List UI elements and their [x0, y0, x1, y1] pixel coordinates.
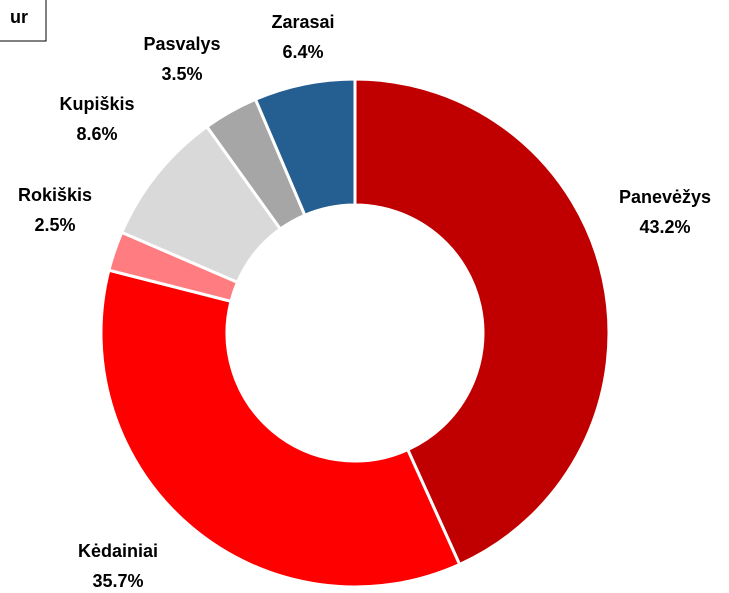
slice-value-label: 43.2% — [639, 217, 690, 237]
slice-label: Panevėžys — [619, 187, 711, 207]
annotation: ur — [10, 7, 28, 27]
slice — [99, 268, 462, 589]
slice-label: Rokiškis — [18, 185, 92, 205]
slice-label: Zarasai — [271, 12, 334, 32]
annotation-box — [0, 0, 47, 42]
slice — [253, 77, 357, 218]
slice-label: Kėdainiai — [78, 541, 158, 561]
slice-value-label: 2.5% — [34, 215, 75, 235]
slice-value-label: 3.5% — [161, 64, 202, 84]
slice — [353, 77, 611, 567]
slice-label: Kupiškis — [59, 94, 134, 114]
slice-value-label: 35.7% — [92, 571, 143, 591]
slice-value-label: 6.4% — [282, 42, 323, 62]
slice-label: Pasvalys — [143, 34, 220, 54]
slice-value-label: 8.6% — [76, 124, 117, 144]
